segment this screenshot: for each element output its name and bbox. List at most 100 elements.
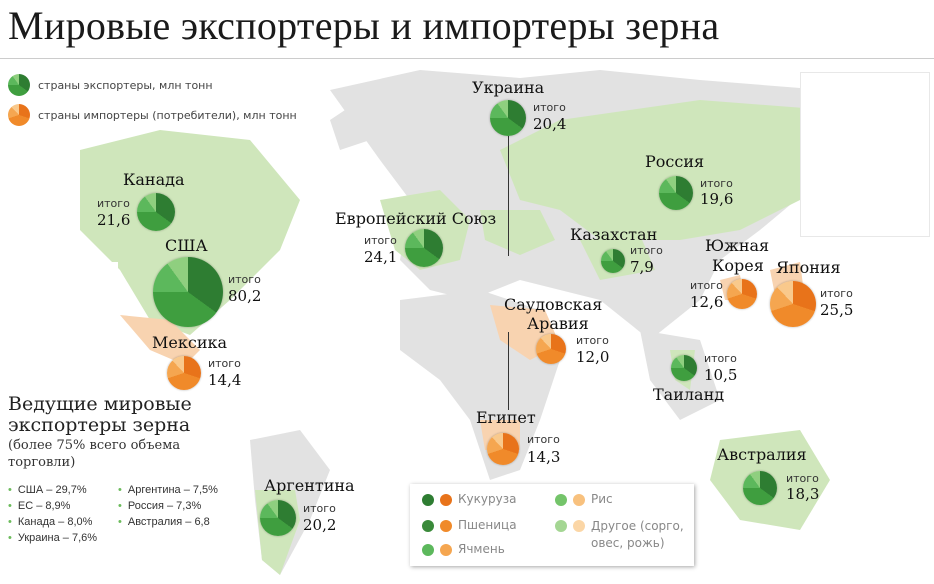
pie-thailand	[671, 355, 697, 381]
pie-kazakhstan	[601, 249, 625, 273]
dot-icon	[422, 520, 434, 532]
title-divider	[0, 58, 934, 59]
total-value: 20,2	[303, 516, 337, 534]
total-label: итого	[533, 101, 566, 114]
total-value: 20,4	[533, 115, 567, 133]
legend-label: овес, рожь)	[591, 536, 665, 550]
total-label: итого	[700, 177, 733, 190]
pie-argentina	[260, 500, 296, 536]
total-value: 21,6	[97, 211, 131, 229]
pie-usa	[153, 257, 223, 327]
green-pie-icon	[8, 74, 30, 96]
country-name: Казахстан	[570, 225, 658, 244]
legend-label: Рис	[591, 492, 613, 506]
country-name: Аравия	[527, 314, 589, 333]
total-value: 80,2	[228, 287, 262, 305]
pie-egypt	[487, 433, 519, 465]
list-item: США – 29,7%	[8, 484, 118, 496]
total-value: 12,6	[690, 293, 724, 311]
list-item: Украина – 7,6%	[8, 532, 118, 544]
total-value: 14,4	[208, 371, 242, 389]
map-blank-area	[800, 72, 930, 237]
list-item: Канада – 8,0%	[8, 516, 118, 528]
country-name: Мексика	[152, 333, 228, 352]
list-item: ЕС – 8,9%	[8, 500, 118, 512]
country-name: Южная	[705, 236, 770, 255]
total-value: 14,3	[527, 448, 561, 466]
total-value: 12,0	[576, 348, 610, 366]
dot-icon	[573, 520, 585, 532]
country-name: Аргентина	[264, 476, 355, 495]
dot-icon	[555, 494, 567, 506]
country-name: Украина	[472, 78, 545, 97]
list-item: Россия – 7,3%	[118, 500, 228, 512]
legend-exporters-label: страны экспортеры, млн тонн	[38, 78, 213, 92]
total-label: итого	[208, 357, 241, 370]
pie-canada	[137, 193, 175, 231]
legend-label: Пшеница	[458, 518, 517, 532]
dot-icon	[422, 494, 434, 506]
total-label: итого	[228, 273, 261, 286]
pie-saudi-arabia	[536, 334, 566, 364]
page-title: Мировые экспортеры и импортеры зерна	[8, 3, 720, 48]
country-name: Саудовская	[504, 295, 603, 314]
country-name: США	[165, 236, 208, 255]
country-name: Таиланд	[653, 385, 725, 404]
list-item: Аргентина – 7,5%	[118, 484, 228, 496]
leaders-sub-2: торговли)	[8, 455, 76, 470]
pie-australia	[743, 471, 777, 505]
leaders-title-2: экспортеры зерна	[8, 414, 191, 436]
legend-label: Ячмень	[458, 542, 505, 556]
dot-icon	[573, 494, 585, 506]
country-name: Австралия	[717, 445, 807, 464]
legend-exporters: страны экспортеры, млн тонн	[8, 74, 213, 96]
pointer-line	[508, 332, 509, 410]
pie-south-korea	[727, 279, 757, 309]
total-label: итого	[690, 279, 723, 292]
country-name: Россия	[645, 152, 705, 171]
list-item: Австралия – 6,8	[118, 516, 228, 528]
legend-barley: Ячмень	[422, 542, 505, 556]
crop-legend: Кукуруза Пшеница Ячмень Рис Другое (сорг…	[410, 484, 694, 566]
total-value: 19,6	[700, 190, 734, 208]
dot-icon	[555, 520, 567, 532]
total-label: итого	[576, 334, 609, 347]
total-label: итого	[704, 352, 737, 365]
total-label: итого	[820, 287, 853, 300]
dot-icon	[440, 520, 452, 532]
pie-mexico	[167, 356, 201, 390]
total-value: 18,3	[786, 485, 820, 503]
total-label: итого	[97, 197, 130, 210]
total-value: 25,5	[820, 301, 854, 319]
pie-russia	[659, 176, 693, 210]
pointer-line	[508, 136, 509, 256]
total-label: итого	[364, 234, 397, 247]
country-name: Европейский Союз	[335, 209, 497, 228]
legend-corn: Кукуруза	[422, 492, 516, 506]
total-value: 24,1	[364, 248, 398, 266]
total-value: 10,5	[704, 366, 738, 384]
orange-pie-icon	[8, 104, 30, 126]
dot-icon	[422, 544, 434, 556]
total-label: итого	[630, 244, 663, 257]
country-name: Египет	[476, 408, 536, 427]
total-label: итого	[303, 502, 336, 515]
legend-wheat: Пшеница	[422, 518, 517, 532]
legend-other: Другое (сорго, овес, рожь)	[555, 518, 684, 552]
legend-label: Кукуруза	[458, 492, 517, 506]
total-label: итого	[527, 433, 560, 446]
legend-rice: Рис	[555, 492, 613, 506]
dot-icon	[440, 544, 452, 556]
pie-eu	[405, 229, 443, 267]
pie-ukraine	[490, 100, 526, 136]
country-name: Канада	[123, 170, 185, 189]
total-value: 7,9	[630, 258, 654, 276]
pie-japan	[770, 281, 816, 327]
total-label: итого	[786, 472, 819, 485]
legend-importers: страны импортеры (потребители), млн тонн	[8, 104, 297, 126]
legend-label: Другое (сорго,	[591, 519, 684, 533]
leading-exporters: Ведущие мировые экспортеры зерна (более …	[8, 394, 192, 471]
dot-icon	[440, 494, 452, 506]
country-name: Корея	[712, 256, 764, 275]
country-name: Япония	[776, 258, 841, 277]
